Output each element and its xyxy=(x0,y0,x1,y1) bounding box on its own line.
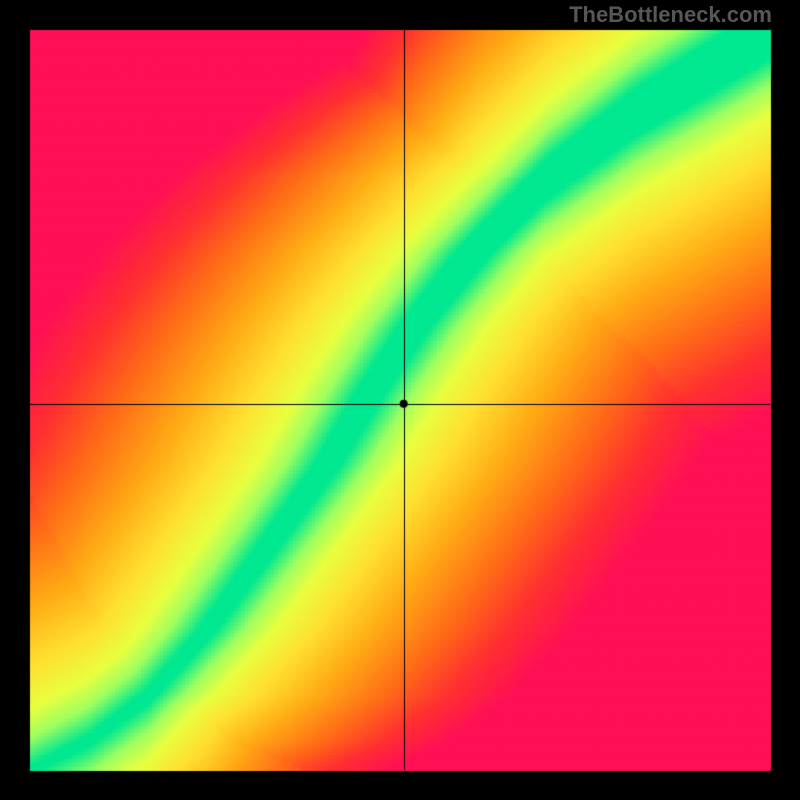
heatmap-canvas xyxy=(0,0,800,800)
attribution-watermark: TheBottleneck.com xyxy=(569,2,772,28)
chart-root: TheBottleneck.com xyxy=(0,0,800,800)
